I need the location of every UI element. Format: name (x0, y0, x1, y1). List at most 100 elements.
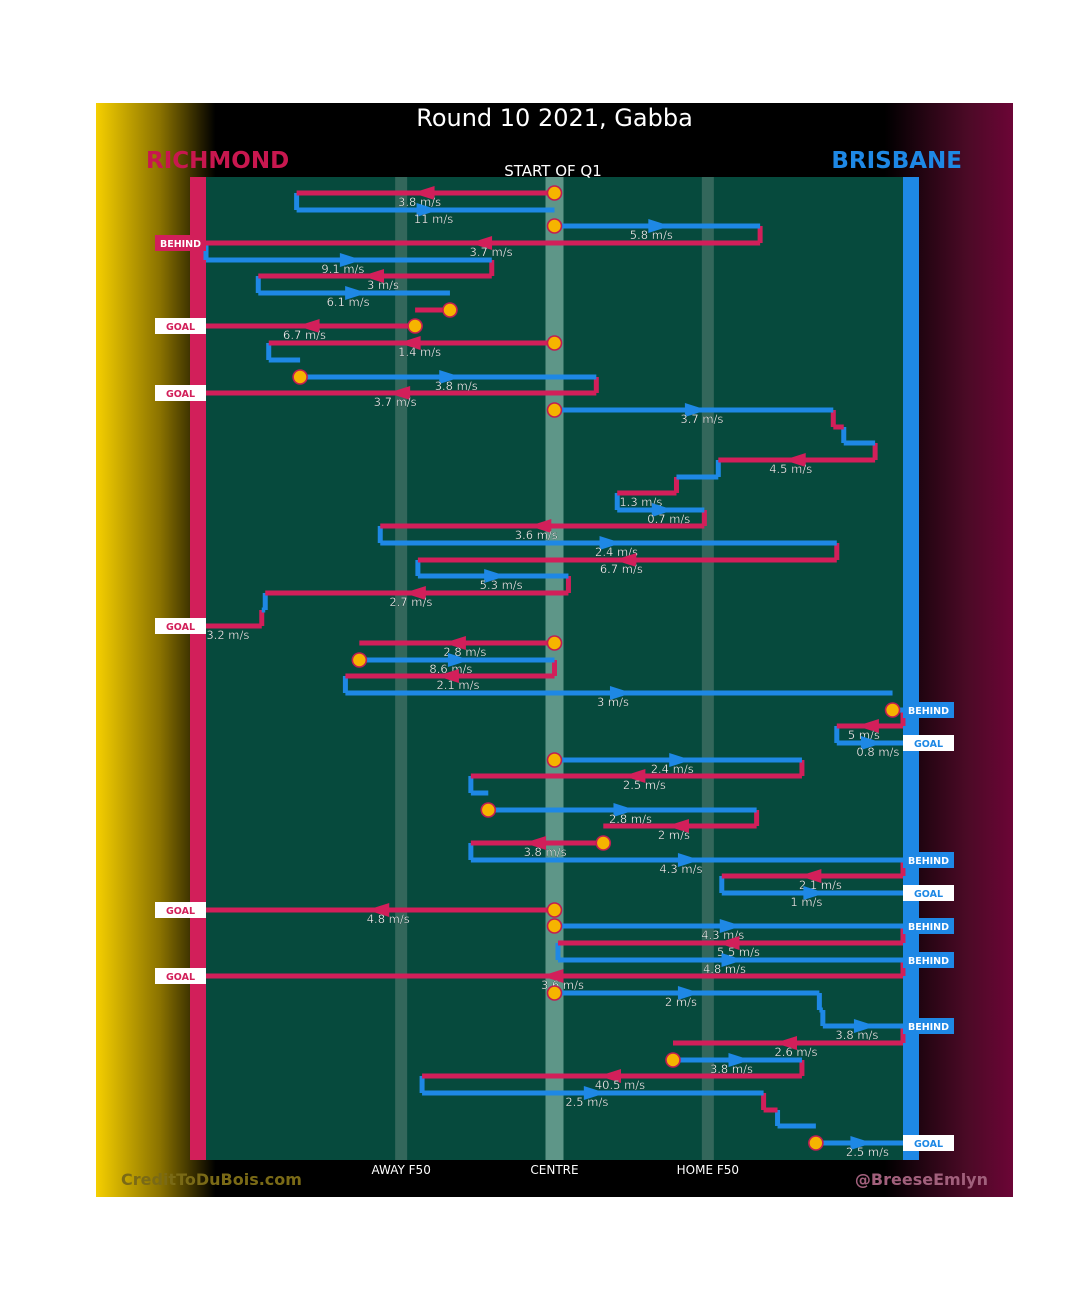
direction-arrow (367, 903, 390, 917)
direction-arrow (609, 686, 632, 700)
stoppage-marker (292, 369, 308, 385)
stoppage-marker (884, 702, 901, 718)
direction-arrow (860, 736, 883, 750)
speed-label: 3 m/s (597, 695, 629, 709)
result-badge (155, 968, 206, 984)
speed-label: 6.1 m/s (327, 295, 370, 309)
stoppage-marker (546, 918, 563, 934)
speed-label: 2 m/s (665, 995, 697, 1009)
stoppage-marker (546, 635, 563, 651)
guide-line-0 (395, 177, 408, 1160)
speed-label: 5.8 m/s (630, 228, 673, 242)
direction-arrow (684, 403, 707, 417)
speed-label: 2.8 m/s (609, 812, 652, 826)
direction-arrow (853, 1019, 876, 1033)
direction-arrow (541, 969, 564, 983)
team-label-brisbane: BRISBANE (831, 148, 962, 174)
direction-arrow (439, 370, 462, 384)
speed-label: 11 m/s (414, 212, 453, 226)
result-badge (903, 1018, 954, 1034)
direction-arrow (728, 1053, 751, 1067)
result-badge-label: BEHIND (908, 856, 949, 867)
speed-label: 2 m/s (658, 828, 690, 842)
result-badge (903, 735, 954, 751)
result-badge (155, 385, 206, 401)
direction-arrow (677, 853, 700, 867)
stoppage-marker (442, 302, 458, 318)
direction-arrow (774, 1036, 797, 1050)
speed-label: 2.5 m/s (565, 1095, 608, 1109)
direction-arrow (666, 819, 689, 833)
result-badge (903, 952, 954, 968)
result-badge-label: BEHIND (908, 956, 949, 967)
stoppage-marker (665, 1052, 681, 1068)
speed-label: 3.7 m/s (374, 395, 417, 409)
direction-arrow (529, 519, 552, 533)
stoppage-marker (808, 1135, 824, 1151)
author-footer: @BreeseEmlyn (854, 1170, 988, 1189)
direction-arrow (443, 636, 466, 650)
direction-arrow (416, 203, 439, 217)
direction-arrow (669, 753, 692, 767)
direction-arrow (484, 569, 507, 583)
result-badge-label: GOAL (914, 1139, 943, 1150)
stoppage-marker (546, 752, 563, 768)
x-tick-label: HOME F50 (677, 1163, 739, 1177)
stoppage-marker (351, 652, 368, 668)
direction-arrow (412, 186, 435, 200)
direction-arrow (436, 669, 459, 683)
result-badge-label: GOAL (166, 972, 195, 983)
chart-subtitle: START OF Q1 (504, 162, 602, 180)
result-badge-label: GOAL (166, 389, 195, 400)
stoppage-marker (546, 218, 563, 234)
result-badge (903, 918, 954, 934)
direction-arrow (623, 769, 646, 783)
x-tick-label: AWAY F50 (371, 1163, 430, 1177)
speed-label: 5 m/s (848, 728, 880, 742)
stoppage-marker (546, 985, 563, 1001)
speed-label: 6.7 m/s (600, 562, 643, 576)
speed-label: 1.3 m/s (619, 495, 662, 509)
speed-label: 0.7 m/s (647, 512, 690, 526)
direction-arrow (583, 1086, 606, 1100)
direction-arrow (651, 503, 674, 517)
speed-label: 4.5 m/s (769, 462, 812, 476)
result-badge (155, 318, 206, 334)
stoppage-marker (546, 185, 563, 201)
speed-label: 5.3 m/s (480, 578, 523, 592)
speed-label: 2.4 m/s (595, 545, 638, 559)
direction-arrow (599, 536, 622, 550)
speed-label: 2.6 m/s (774, 1045, 817, 1059)
speed-label: 4.8 m/s (367, 912, 410, 926)
speed-label: 3.8 m/s (524, 845, 567, 859)
result-badge (155, 235, 206, 251)
stoppage-marker (407, 318, 423, 334)
direction-arrow (613, 803, 636, 817)
result-badge (903, 885, 954, 901)
speed-label: 2.5 m/s (623, 778, 666, 792)
direction-arrow (614, 553, 637, 567)
direction-arrow (719, 919, 742, 933)
speed-label: 4.8 m/s (703, 962, 746, 976)
direction-arrow (677, 986, 700, 1000)
direction-arrow (599, 1069, 622, 1083)
speed-label: 9.1 m/s (321, 262, 364, 276)
speed-label: 2.1 m/s (436, 678, 479, 692)
speed-label: 3.2 m/s (206, 628, 249, 642)
result-badge (155, 618, 206, 634)
direction-arrow (783, 453, 806, 467)
direction-arrow (403, 586, 426, 600)
speed-label: 3.8 m/s (835, 1028, 878, 1042)
direction-arrow (856, 719, 879, 733)
direction-arrow (648, 219, 671, 233)
speed-label: 3.7 m/s (680, 412, 723, 426)
result-badge (155, 902, 206, 918)
stoppage-marker (595, 835, 612, 851)
stoppage-marker (480, 802, 497, 818)
x-tick-label: CENTRE (530, 1163, 578, 1177)
direction-arrow (362, 269, 385, 283)
direction-arrow (297, 319, 320, 333)
guide-line-2 (701, 177, 714, 1160)
direction-arrow (803, 886, 826, 900)
